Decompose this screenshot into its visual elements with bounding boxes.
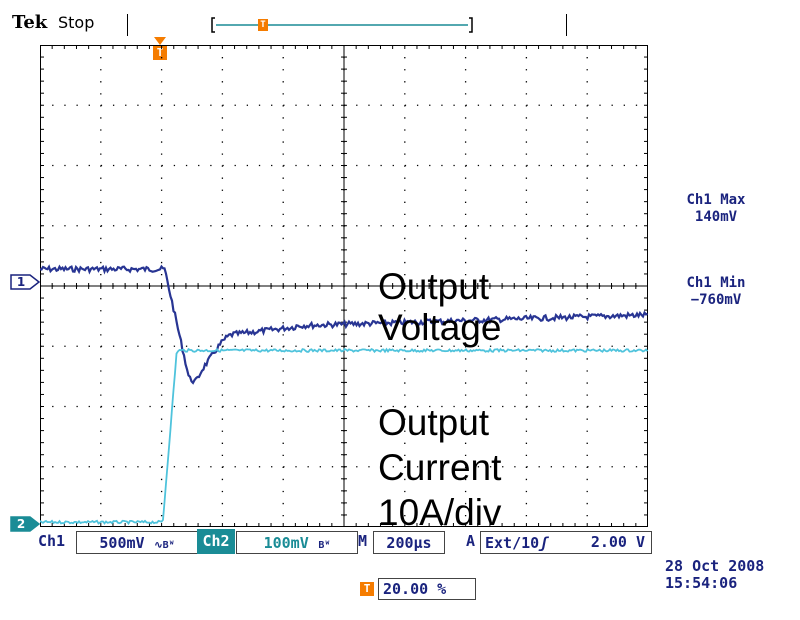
trigger-slope-icon: ʃ: [539, 534, 549, 552]
ch2-ground-marker[interactable]: 2: [10, 516, 41, 532]
trigger-position-readout[interactable]: 20.00 %: [378, 578, 476, 600]
ch2-scale-value: 100mV: [263, 534, 309, 552]
record-trigger-icon: T: [258, 19, 268, 31]
timestamp: 28 Oct 2008 15:54:06: [665, 558, 764, 592]
current-annotation-line1: Output: [378, 402, 490, 443]
record-bracket: [210, 16, 474, 34]
ch1-min-value: −760mV: [690, 292, 742, 308]
timebase-box[interactable]: 200µs: [373, 531, 445, 554]
acquisition-status: Stop: [58, 13, 95, 32]
ch2-settings-label[interactable]: Ch2: [197, 529, 235, 554]
timebase-label: M: [358, 532, 368, 550]
ch1-marker-label: 1: [16, 275, 26, 289]
timestamp-date: 28 Oct 2008: [665, 557, 765, 575]
ch2-bandwidth-flags: Bᵂ: [318, 540, 331, 551]
current-annotation-line3: 10A/div: [378, 492, 502, 533]
ch1-scale-box[interactable]: 500mV ∿Bᵂ: [76, 531, 198, 554]
header-divider-right: [566, 14, 567, 36]
ch1-trace: [40, 264, 648, 385]
ch1-max-label: Ch1 Max: [686, 192, 746, 208]
ch2-trace: [40, 347, 648, 526]
ch2-marker-label: 2: [16, 517, 26, 531]
trigger-mode-label: A: [466, 532, 476, 550]
ch1-min-label: Ch1 Min: [686, 275, 746, 291]
timebase-value: 200µs: [386, 534, 432, 552]
trigger-position-icon: T: [153, 46, 167, 60]
waveform-display[interactable]: [40, 45, 648, 527]
ch1-coupling-flags: ∿Bᵂ: [154, 540, 175, 551]
trigger-readout-icon: T: [360, 582, 374, 596]
ch1-ground-marker[interactable]: 1: [10, 274, 41, 290]
current-annotation-line2: Current: [378, 447, 502, 488]
trigger-level: 2.00 V: [590, 533, 645, 551]
voltage-annotation-line2: Voltage: [378, 307, 502, 348]
trigger-source: Ext/10: [485, 534, 540, 552]
voltage-annotation-line1: Output: [378, 266, 490, 307]
trigger-position-marker[interactable]: T: [152, 37, 168, 63]
brand-logo: Tek: [12, 12, 48, 33]
ch1-max-value: 140mV: [694, 209, 738, 225]
timestamp-time: 15:54:06: [665, 574, 738, 592]
ch2-scale-box[interactable]: 100mV Bᵂ: [236, 531, 358, 554]
ch1-settings-label[interactable]: Ch1: [38, 532, 66, 550]
header-divider: [127, 14, 128, 36]
ch1-scale-value: 500mV: [99, 534, 145, 552]
trigger-settings-box[interactable]: Ext/10ʃ 2.00 V: [480, 531, 652, 554]
